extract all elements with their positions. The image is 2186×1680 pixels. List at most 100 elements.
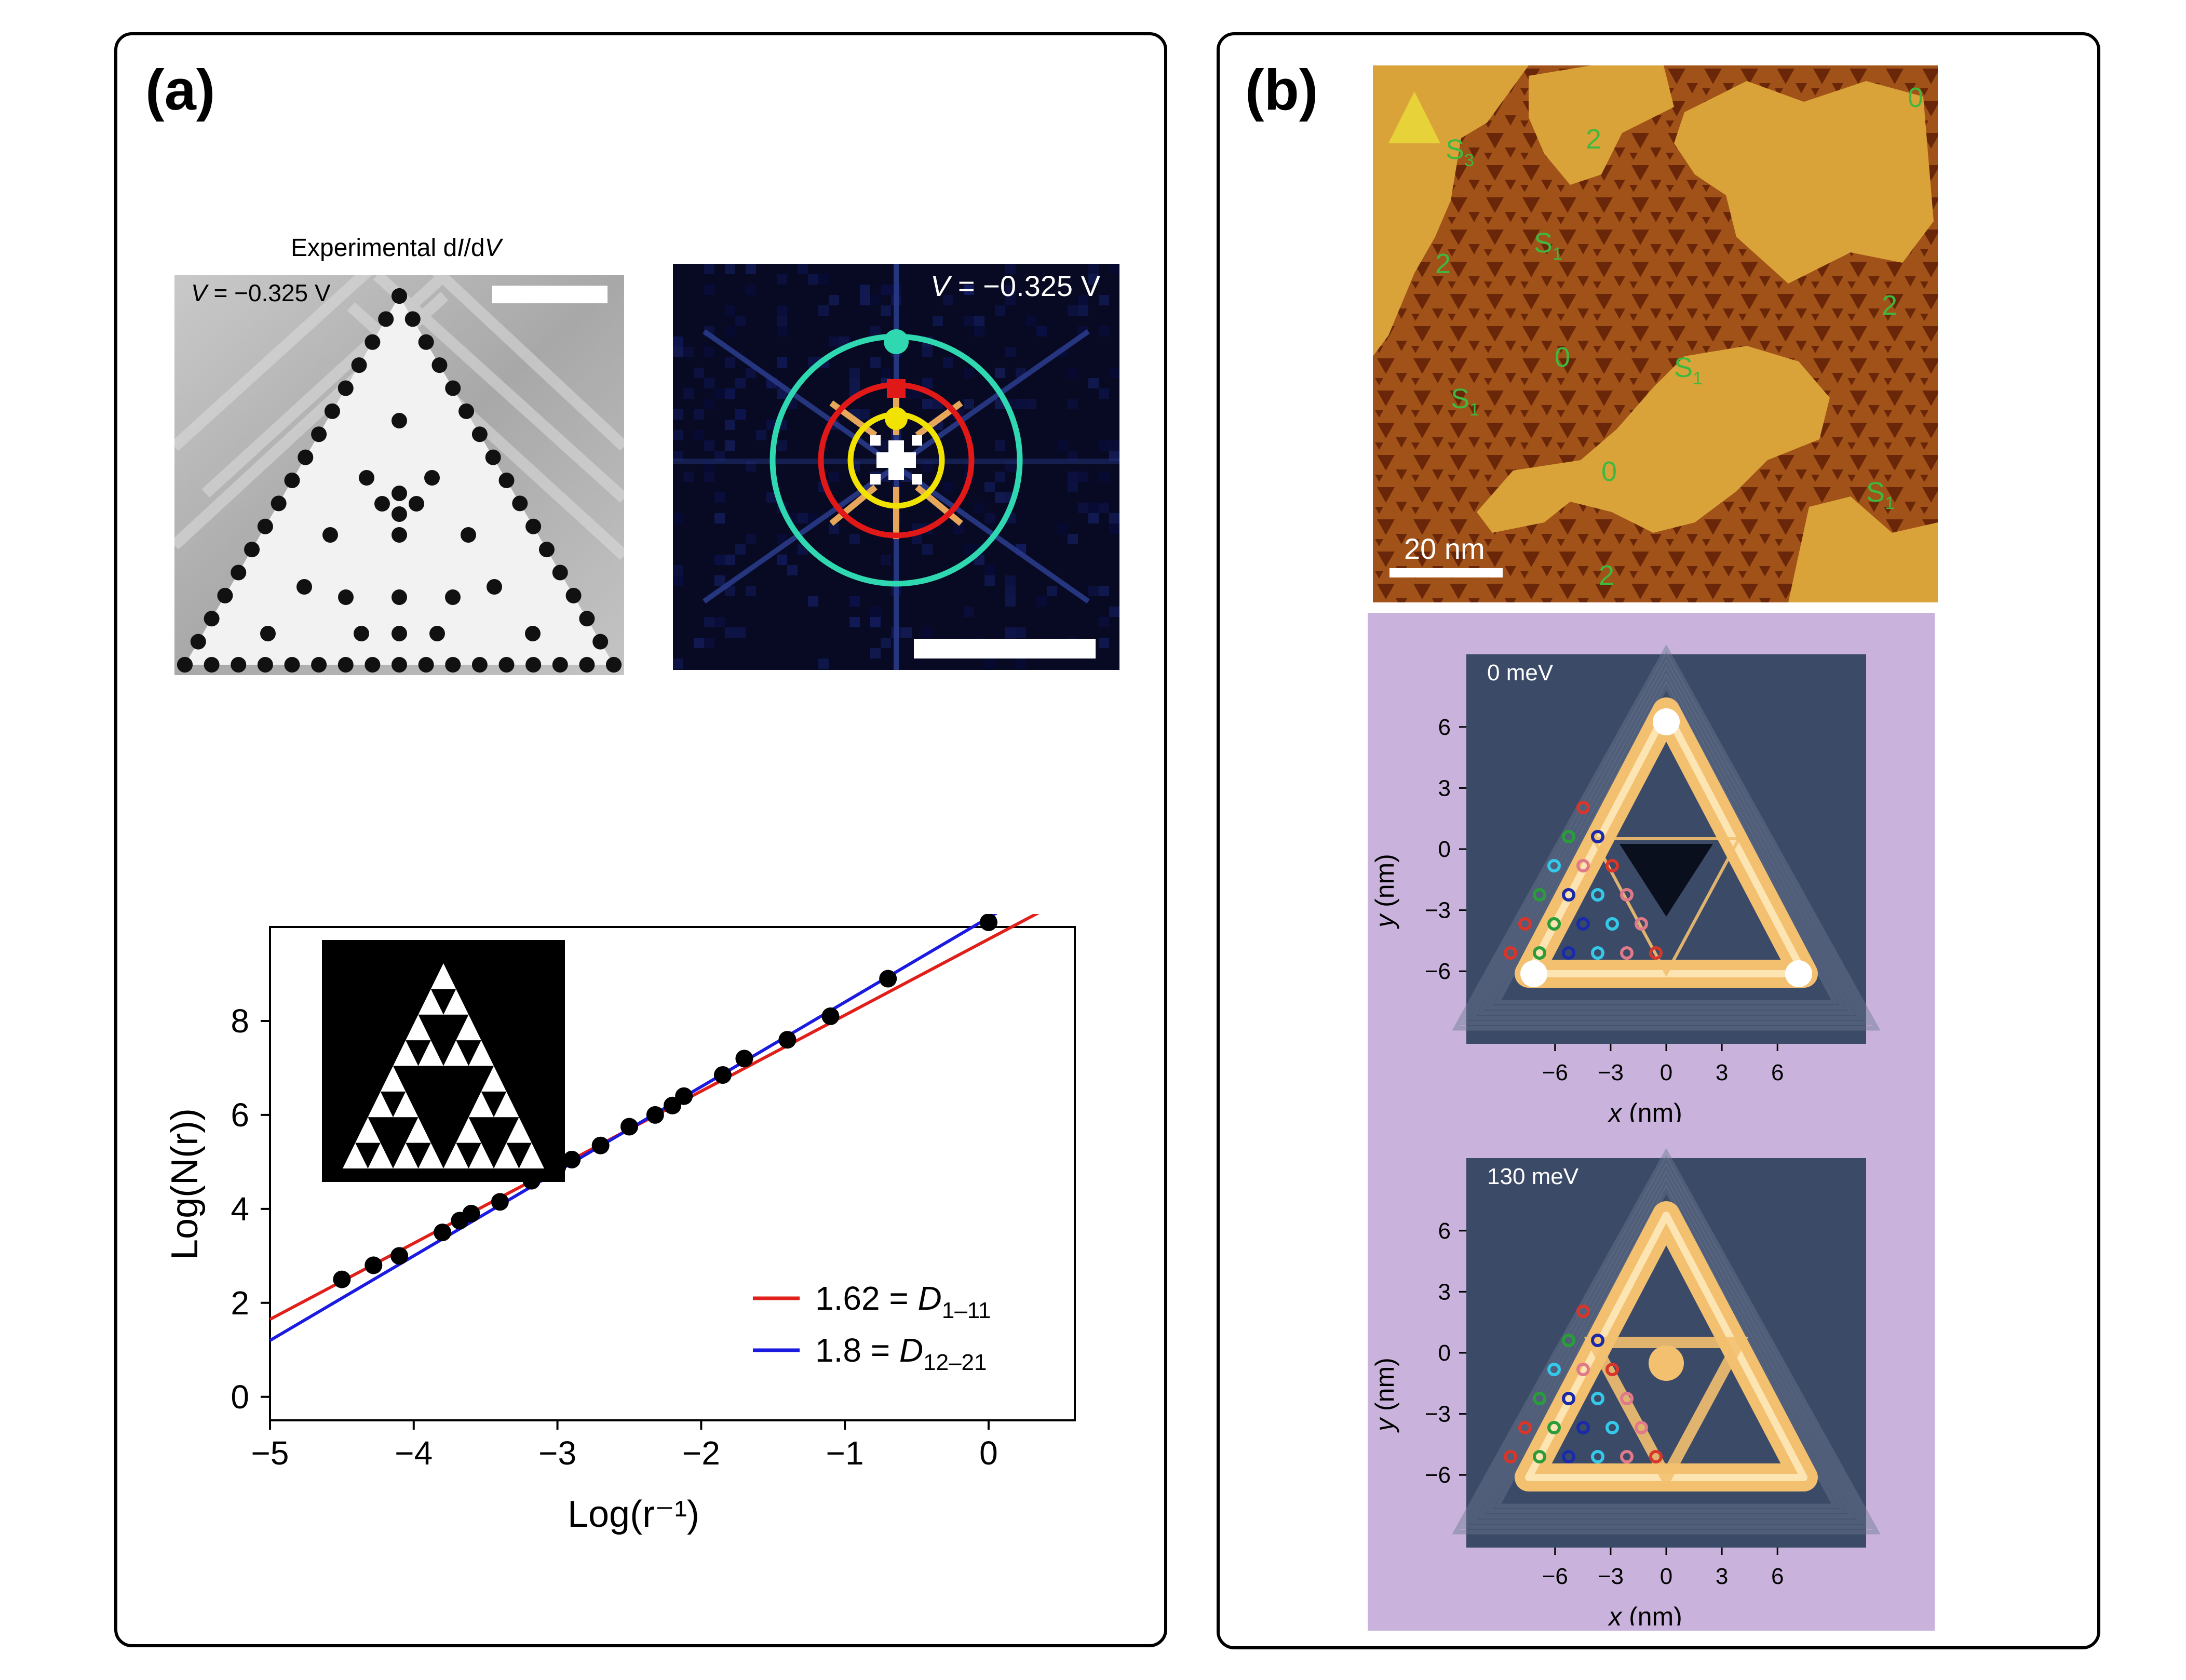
site-marker: [1533, 1450, 1546, 1463]
x-tick-label: 6: [1771, 1564, 1784, 1589]
adatom-dot: [365, 334, 381, 350]
adatom-dot: [177, 657, 193, 673]
corner-hotspot: [1520, 960, 1547, 987]
adatom-dot: [392, 626, 407, 641]
site-marker: [1504, 1450, 1517, 1463]
y-tick-label: −3: [1425, 898, 1451, 923]
adatom-dot: [359, 470, 374, 486]
data-point: [979, 914, 997, 931]
data-point: [821, 1007, 840, 1025]
topo-scale-text: 20 nm: [1404, 532, 1485, 565]
stm-title: Experimental dI/dV: [291, 234, 502, 262]
topo-region-label: S3: [1446, 134, 1474, 170]
site-marker: [1547, 859, 1561, 872]
y-tick-label: −6: [1425, 959, 1451, 984]
data-point: [434, 1224, 452, 1242]
adatom-dot: [487, 579, 502, 595]
site-marker: [1620, 1392, 1634, 1405]
adatom-dot: [392, 288, 407, 304]
adatom-dot: [244, 542, 260, 558]
adatom-dot: [498, 473, 515, 488]
y-tick-label: 0: [1438, 1340, 1451, 1366]
x-tick-label: 0: [1660, 1564, 1672, 1589]
y-axis-label: y (nm): [1370, 1358, 1399, 1433]
x-tick-label: 6: [1771, 1060, 1784, 1085]
data-point: [778, 1031, 797, 1049]
site-marker: [1504, 946, 1517, 960]
data-point: [491, 1193, 509, 1211]
topo-region-label: 0: [1555, 342, 1570, 373]
adatom-dot: [424, 470, 440, 486]
topo-scale-bar: [1389, 568, 1503, 577]
y-tick-label: −3: [1425, 1402, 1451, 1427]
adatom-dot: [392, 527, 407, 543]
adatom-dot: [271, 495, 287, 512]
site-marker: [1533, 1392, 1546, 1405]
site-marker: [1605, 859, 1619, 872]
adatom-dot: [257, 657, 273, 673]
x-tick-label: 3: [1716, 1060, 1728, 1085]
stm-voltage-label: V = −0.325 V: [191, 279, 331, 306]
site-marker: [1562, 888, 1575, 902]
topo-region-label: S1: [1451, 383, 1479, 420]
sierpinski-inset: [322, 940, 565, 1182]
adatom-dot: [190, 634, 206, 650]
adatom-dot: [298, 449, 314, 465]
y-tick-label: 2: [231, 1284, 249, 1322]
site-marker: [1533, 888, 1546, 902]
site-marker: [1576, 1363, 1590, 1376]
yellow-marker: [885, 407, 908, 430]
cyan-marker: [884, 329, 909, 354]
site-marker: [1518, 1421, 1532, 1434]
adatom-dot: [338, 589, 354, 605]
adatom-dot: [445, 380, 461, 396]
adatom-dot: [418, 657, 434, 673]
adatom-dot: [525, 518, 542, 534]
adatom-dot: [445, 589, 461, 605]
y-tick-label: 3: [1438, 1279, 1451, 1305]
adatom-dot: [260, 626, 276, 641]
topo-region-label: S1: [1674, 352, 1703, 388]
site-marker: [1576, 859, 1590, 872]
adatom-dot: [461, 527, 476, 543]
chart-axes: −5 −4 −3 −2 −1 0 0 2 4 6 8: [231, 1002, 997, 1472]
site-marker: [1576, 801, 1590, 814]
red-marker: [887, 379, 906, 398]
y-tick-label: 6: [1438, 715, 1451, 740]
adatom-dot: [354, 626, 369, 641]
site-marker: [1547, 1421, 1561, 1434]
adatom-dot: [284, 473, 300, 488]
adatom-dot: [338, 657, 354, 673]
x-tick-label: 0: [979, 1434, 998, 1472]
stm-triangle-image: V = −0.325 V: [174, 275, 624, 675]
topo-region-label: 2: [1586, 124, 1601, 155]
adatom-dot: [311, 426, 327, 442]
adatom-dot: [579, 657, 595, 673]
x-tick-label: −6: [1542, 1060, 1568, 1085]
x-tick-label: −5: [251, 1434, 289, 1472]
y-tick-label: 8: [231, 1002, 249, 1040]
ldos-map-0mev: 0 meV −6 −3 0 3 6 6 3 0 −3 −6 x (nm) y (nm): [1370, 644, 1881, 1122]
y-axis-label: Log(N(r)): [164, 1108, 206, 1260]
data-point: [563, 1150, 581, 1168]
adatom-dot: [392, 657, 407, 673]
fft-center-peaks: [870, 435, 922, 485]
x-tick-label: −2: [682, 1434, 720, 1472]
site-marker: [1620, 888, 1634, 902]
data-point: [713, 1066, 732, 1084]
adatom-dot: [429, 626, 445, 641]
adatom-dot: [485, 449, 501, 465]
adatom-dot: [392, 506, 407, 522]
adatom-dot: [552, 565, 568, 581]
topography-image: S3 2 0 S1 2 2 0 S1 S1 0 S1 2 20 nm: [1373, 65, 1938, 602]
adatom-dot: [431, 357, 448, 373]
data-point: [646, 1106, 664, 1124]
dark-center: [1620, 844, 1713, 917]
adatom-dot: [217, 587, 233, 603]
site-marker: [1562, 946, 1575, 960]
data-point: [462, 1204, 480, 1222]
x-axis-label: Log(r⁻¹): [568, 1494, 699, 1535]
adatom-dot: [231, 657, 247, 673]
adatom-dot: [204, 611, 220, 627]
adatom-dot: [471, 426, 488, 442]
